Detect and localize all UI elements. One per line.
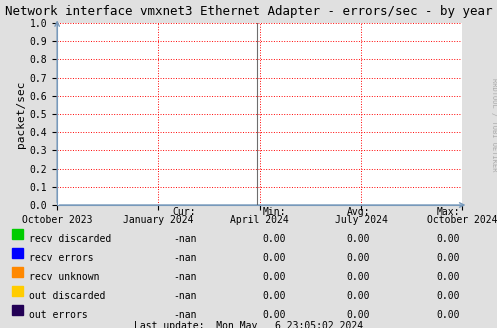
- Text: recv discarded: recv discarded: [29, 234, 111, 244]
- Text: RRDTOOL / TOBI OETIKER: RRDTOOL / TOBI OETIKER: [491, 78, 497, 172]
- Text: 0.00: 0.00: [347, 310, 370, 320]
- Y-axis label: packet/sec: packet/sec: [15, 80, 26, 148]
- Text: 0.00: 0.00: [436, 272, 460, 282]
- Text: Network interface vmxnet3 Ethernet Adapter - errors/sec - by year: Network interface vmxnet3 Ethernet Adapt…: [5, 5, 492, 18]
- Text: 0.00: 0.00: [262, 291, 286, 301]
- Text: 0.00: 0.00: [347, 234, 370, 244]
- Text: recv errors: recv errors: [29, 253, 94, 263]
- Text: 0.00: 0.00: [436, 234, 460, 244]
- Text: 0.00: 0.00: [347, 272, 370, 282]
- Text: 0.00: 0.00: [347, 253, 370, 263]
- Text: Last update:  Mon May   6 23:05:02 2024: Last update: Mon May 6 23:05:02 2024: [134, 321, 363, 328]
- Text: recv unknown: recv unknown: [29, 272, 100, 282]
- Text: -nan: -nan: [173, 291, 196, 301]
- Text: Cur:: Cur:: [173, 207, 196, 217]
- Text: 0.00: 0.00: [347, 291, 370, 301]
- Text: 0.00: 0.00: [262, 310, 286, 320]
- Text: 0.00: 0.00: [262, 272, 286, 282]
- Text: -nan: -nan: [173, 234, 196, 244]
- Text: 0.00: 0.00: [262, 253, 286, 263]
- Text: 0.00: 0.00: [262, 234, 286, 244]
- Text: 0.00: 0.00: [436, 253, 460, 263]
- Text: Avg:: Avg:: [347, 207, 370, 217]
- Text: -nan: -nan: [173, 253, 196, 263]
- Text: out discarded: out discarded: [29, 291, 106, 301]
- Text: 0.00: 0.00: [436, 291, 460, 301]
- Text: -nan: -nan: [173, 272, 196, 282]
- Text: Max:: Max:: [436, 207, 460, 217]
- Text: out errors: out errors: [29, 310, 88, 320]
- Text: -nan: -nan: [173, 310, 196, 320]
- Text: 0.00: 0.00: [436, 310, 460, 320]
- Text: Min:: Min:: [262, 207, 286, 217]
